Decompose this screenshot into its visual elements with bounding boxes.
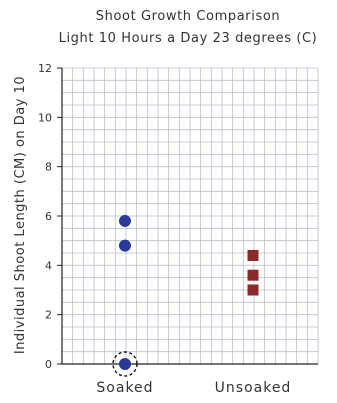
highlight-dashed-circle: [112, 351, 138, 377]
y-tick-labels: 0 2 4 6 8 10 12: [38, 62, 52, 371]
y-tick-label: 2: [45, 309, 52, 322]
data-points: [112, 214, 259, 377]
axes: [57, 67, 318, 365]
data-point-soaked: [119, 214, 131, 227]
data-point-unsoaked: [247, 269, 259, 281]
y-tick-label: 6: [45, 210, 52, 223]
chart-title: Shoot Growth Comparison: [96, 9, 280, 24]
y-tick-label: 4: [45, 259, 52, 272]
x-category-label: Unsoaked: [215, 380, 292, 396]
data-point-unsoaked: [247, 249, 259, 261]
y-tick-label: 10: [38, 111, 52, 124]
data-point-soaked: [119, 239, 131, 252]
data-point-unsoaked: [247, 284, 259, 296]
chart-subtitle: Light 10 Hours a Day 23 degrees (C): [59, 31, 318, 46]
grid: [61, 67, 319, 365]
x-category-label: Soaked: [96, 380, 153, 396]
y-tick-label: 8: [45, 161, 52, 174]
y-axis-label: Individual Shoot Length (CM) on Day 10: [13, 76, 28, 354]
x-category-labels: Soaked Unsoaked: [96, 380, 292, 396]
data-point-soaked: [119, 358, 131, 370]
y-tick-label: 12: [38, 62, 52, 75]
y-tick-label: 0: [45, 358, 52, 371]
